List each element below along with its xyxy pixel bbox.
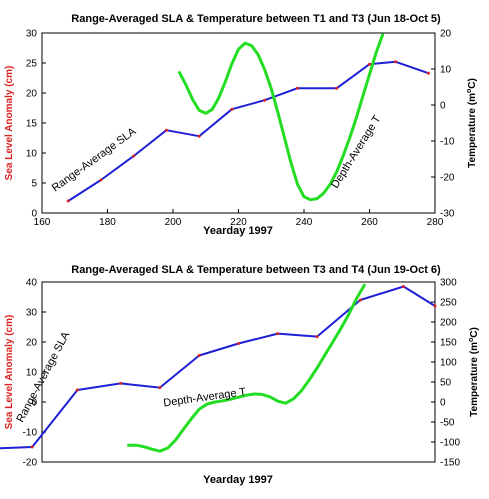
sla-data-point	[237, 342, 240, 345]
y-tick-label: 0	[31, 209, 37, 220]
sla-data-point	[164, 128, 168, 132]
chart-1-y-axis-label: Sea Level Anomaly (cm)	[4, 66, 15, 181]
y-right-tick-label: -20	[440, 173, 455, 184]
y-right-tick-label: -150	[440, 458, 460, 469]
temperature-line	[178, 33, 385, 202]
y-tick-label: 5	[31, 179, 37, 190]
y-right-tick-label: 20	[440, 29, 452, 40]
y-right-tick-label: 0	[440, 101, 446, 112]
sla-data-point	[368, 62, 371, 66]
y-right-tick-label: -10	[440, 137, 455, 148]
y-tick-label: 30	[26, 308, 38, 319]
chart-2-y-right-label-tail: C)	[469, 327, 480, 338]
y-tick-label: 20	[26, 89, 38, 100]
sla-data-point	[30, 445, 34, 449]
sla-data-point	[132, 154, 136, 158]
sla-data-point	[295, 86, 299, 90]
y-tick-label: 40	[26, 278, 38, 289]
x-tick-label: 280	[427, 217, 444, 228]
sla-data-point	[263, 98, 267, 102]
x-tick-label: 160	[34, 217, 51, 228]
chart-2-series	[0, 283, 437, 453]
sla-data-point	[66, 199, 70, 203]
chart-2-annotations: Range-Average SLA Depth-Average T	[14, 329, 247, 424]
temperature-line	[127, 283, 366, 453]
y-right-tick-label: 250	[440, 298, 457, 309]
chart-1-y-ticks: 0 5 10 15 20 25 30	[26, 29, 46, 220]
chart-2-y-axis-label: Sea Level Anomaly (cm)	[4, 315, 15, 430]
y-tick-label: -10	[23, 428, 38, 439]
sla-data-point	[197, 354, 201, 357]
sla-data-point	[335, 86, 339, 90]
chart-1: Range-Averaged SLA & Temperature between…	[4, 13, 478, 237]
y-right-tick-label: -50	[440, 418, 455, 429]
y-right-tick-label: -100	[440, 438, 460, 449]
y-right-tick-label: 300	[440, 278, 457, 289]
chart-2: Range-Averaged SLA & Temperature between…	[0, 264, 480, 486]
y-right-tick-label: 0	[440, 398, 446, 409]
chart-1-y-right-axis-label: Temperature (moC)	[466, 78, 478, 168]
chart-2-x-axis-label: Yearday 1997	[203, 474, 273, 486]
y-tick-label: 25	[26, 59, 38, 70]
sla-data-point	[426, 71, 430, 75]
chart-1-title: Range-Averaged SLA & Temperature between…	[71, 13, 441, 25]
sla-data-point	[197, 134, 201, 138]
y-tick-label: 15	[26, 119, 38, 130]
x-tick-label: 240	[296, 217, 313, 228]
sla-series-label: Range-Average SLA	[14, 329, 72, 424]
x-tick-label: 200	[165, 217, 182, 228]
x-tick-label: 180	[99, 217, 116, 228]
y-tick-label: 10	[26, 149, 38, 160]
chart-2-y-right-label-sup: o	[468, 338, 475, 342]
chart-1-y-right-label-sup: o	[466, 89, 473, 93]
x-tick-label: 260	[361, 217, 378, 228]
sla-data-point	[99, 178, 103, 182]
y-tick-label: 0	[31, 398, 37, 409]
y-tick-label: 10	[26, 368, 38, 379]
chart-2-y-right-axis-label: Temperature (moC)	[468, 327, 480, 417]
sla-data-point	[75, 388, 79, 392]
sla-data-point	[119, 381, 123, 385]
chart-2-y-ticks: -20 -10 0 10 20 30 40	[23, 278, 46, 469]
sla-data-point	[402, 285, 406, 288]
x-tick-label: 220	[230, 217, 247, 228]
chart-1-y-right-label-tail: C)	[467, 78, 478, 89]
chart-1-x-ticks: 160 180 200 220 240 260 280	[34, 209, 444, 228]
sla-line	[0, 285, 436, 450]
y-right-tick-label: 150	[440, 338, 457, 349]
y-right-tick-label: 100	[440, 358, 457, 369]
sla-data-point	[433, 304, 437, 308]
chart-1-x-axis-label: Yearday 1997	[203, 225, 273, 237]
sla-data-point	[358, 298, 362, 302]
sla-data-point	[276, 332, 280, 336]
chart-1-y-right-label-main: Temperature (m	[467, 93, 478, 168]
chart-1-y-right-ticks: -30 -20 -10 0 10 20	[431, 29, 455, 220]
y-right-tick-label: -30	[440, 209, 455, 220]
chart-2-title: Range-Averaged SLA & Temperature between…	[71, 264, 441, 276]
sla-data-point	[394, 60, 398, 64]
sla-data-point	[158, 386, 162, 390]
chart-2-y-right-label-main: Temperature (m	[469, 342, 480, 417]
sla-data-point	[315, 335, 319, 339]
y-tick-label: 30	[26, 29, 38, 40]
chart-1-series	[66, 33, 430, 203]
chart-2-plot-frame	[41, 281, 436, 463]
chart-1-annotations: Range-Average SLA Depth-Average T	[50, 113, 384, 194]
y-right-tick-label: 50	[440, 378, 452, 389]
sla-data-point	[230, 107, 234, 111]
temperature-series-label: Depth-Average T	[329, 113, 384, 190]
chart-2-y-right-ticks: -150 -100 -50 0 50 100 150 200 250 300	[431, 278, 460, 469]
y-right-tick-label: 200	[440, 318, 457, 329]
y-tick-label: 20	[26, 338, 38, 349]
y-tick-label: -20	[23, 458, 38, 469]
y-right-tick-label: 10	[440, 65, 452, 76]
